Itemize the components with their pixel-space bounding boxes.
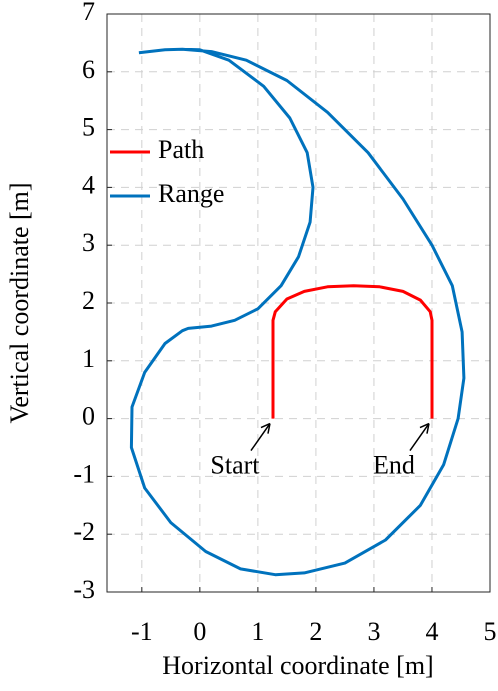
annotation-arrowhead [419,422,430,434]
legend-label: Range [158,179,224,208]
x-tick-label: 2 [309,617,322,646]
x-tick-label: 1 [251,617,264,646]
y-tick-label: 1 [82,344,95,373]
annotation-arrow [250,423,271,452]
x-tick-label: 5 [484,617,497,646]
series-line [271,284,434,419]
y-tick-label: 4 [82,170,95,199]
series-line [129,47,466,577]
y-tick-label: 2 [82,286,95,315]
annotation: End [373,451,415,480]
y-tick-label: 3 [82,228,95,257]
x-tick-label: 4 [425,617,438,646]
plot-frame [106,13,491,593]
y-tick-label: 7 [82,0,95,26]
x-tick-label: 3 [367,617,380,646]
annotation-arrow [409,423,430,452]
legend-label: Path [158,135,204,164]
y-tick-label: 0 [82,402,95,431]
x-axis-label: Horizontal coordinate [m] [162,651,433,680]
y-tick-label: -1 [73,459,95,488]
y-tick-label: 6 [82,55,95,84]
x-tick-label: -1 [131,617,153,646]
y-tick-label: -3 [73,575,95,604]
y-tick-label: 5 [82,113,95,142]
y-axis-label: Vertical coordinate [m] [5,182,34,423]
annotation-arrowhead [260,422,271,434]
annotation: Start [210,451,260,480]
x-tick-label: 0 [193,617,206,646]
y-tick-label: -2 [73,517,95,546]
